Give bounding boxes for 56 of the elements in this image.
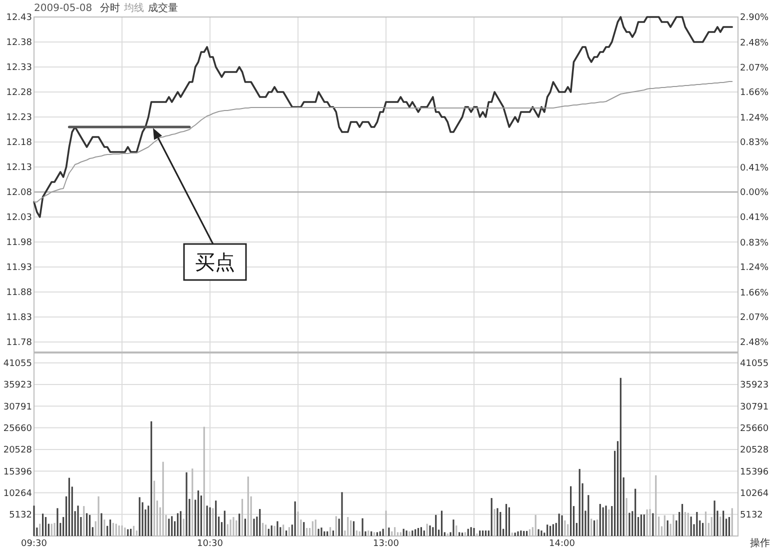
y-tick-label: 11.88 — [6, 288, 32, 298]
y-tick-label: 20528 — [3, 446, 32, 456]
line-series — [33, 16, 734, 218]
y-tick-label: 12.28 — [6, 88, 32, 98]
y-tick-label: 10264 — [3, 488, 32, 499]
y2-tick-label: 0.41% — [740, 212, 770, 223]
y2-tick-label: 2.07% — [740, 63, 770, 74]
y2-tick-label: 0.41% — [740, 163, 770, 174]
y-tick-label: 5132 — [9, 510, 32, 521]
line-series — [34, 81, 733, 202]
y-tick-label: 15396 — [3, 467, 32, 478]
y2-tick-label: 20528 — [740, 446, 769, 456]
y-tick-label: 12.03 — [6, 213, 32, 224]
y2-tick-label: 1.66% — [740, 88, 770, 98]
y2-tick-label: 2.07% — [740, 313, 770, 324]
y2-tick-label: 41055 — [740, 359, 769, 370]
y2-tick-label: 0.83% — [740, 138, 770, 148]
y2-tick-label: 1.66% — [740, 288, 770, 298]
y-tick-label: 12.13 — [6, 163, 32, 174]
y2-tick-label: 2.90% — [740, 13, 770, 24]
y2-tick-label: 10264 — [740, 488, 769, 499]
y-tick-label: 12.38 — [6, 38, 32, 48]
x-tick-label: 09:30 — [21, 539, 48, 548]
y2-tick-label: 5132 — [740, 510, 763, 521]
text: 操作 — [750, 537, 770, 548]
y-tick-label: 11.93 — [6, 263, 32, 274]
y-tick-label: 12.18 — [6, 138, 32, 148]
text: 分时 — [100, 2, 120, 14]
y-tick-label: 12.43 — [6, 13, 32, 24]
x-tick-label: 14:00 — [549, 539, 576, 548]
y-tick-label: 12.08 — [6, 188, 32, 198]
y-tick-label: 11.78 — [6, 338, 32, 348]
text: 成交量 — [148, 2, 178, 14]
x-tick-label: 10:30 — [197, 539, 224, 548]
y2-tick-label: 25660 — [740, 424, 769, 434]
y-tick-label: 12.33 — [6, 63, 32, 74]
y2-tick-label: 1.24% — [740, 263, 770, 274]
y2-tick-label: 30791 — [740, 402, 769, 412]
annotation: 买点 — [195, 250, 235, 274]
y2-tick-label: 0.83% — [740, 238, 770, 248]
text: 均线 — [123, 2, 144, 14]
y2-tick-label: 0.00% — [740, 188, 770, 198]
y-tick-label: 12.23 — [6, 113, 32, 124]
y2-tick-label: 2.48% — [740, 338, 770, 348]
y2-tick-label: 1.24% — [740, 113, 770, 124]
y-tick-label: 30791 — [3, 402, 32, 412]
y-tick-label: 11.83 — [6, 313, 32, 324]
y-tick-label: 41055 — [3, 359, 32, 370]
y-tick-label: 11.98 — [6, 238, 32, 248]
y-tick-label: 25660 — [3, 424, 32, 434]
x-tick-label: 13:00 — [373, 539, 400, 548]
y2-tick-label: 35923 — [740, 380, 769, 391]
chart-title: 2009-05-08 — [34, 3, 92, 14]
y2-tick-label: 15396 — [740, 467, 769, 478]
y-tick-label: 35923 — [3, 380, 32, 391]
y2-tick-label: 2.48% — [740, 38, 770, 49]
